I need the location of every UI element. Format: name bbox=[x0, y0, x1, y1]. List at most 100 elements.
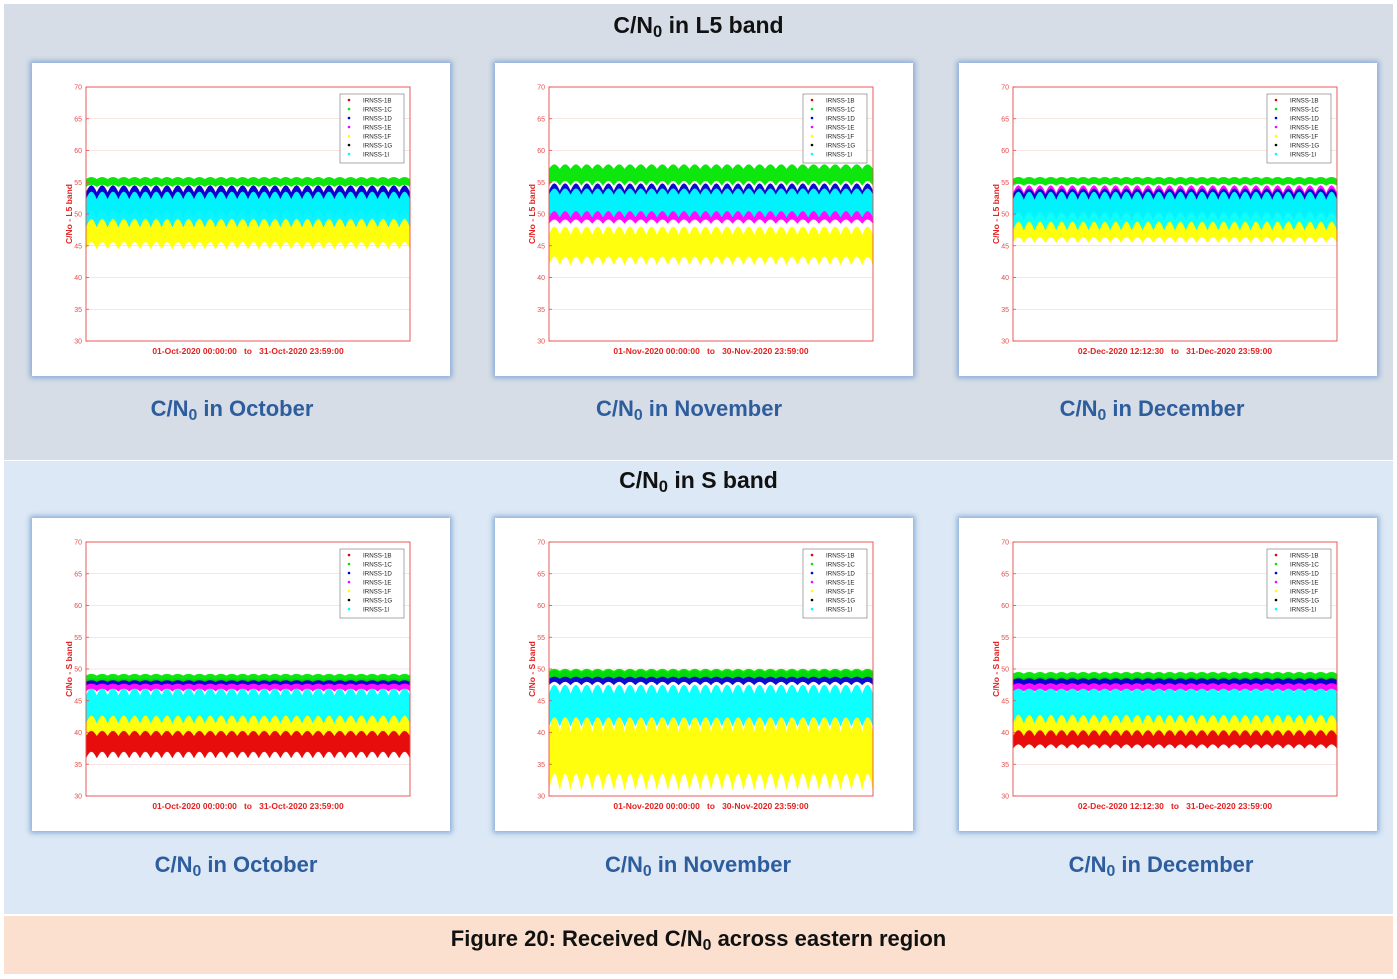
legend-marker bbox=[1274, 125, 1278, 129]
x-axis-label: 02-Dec-2020 12:12:30 to 31-Dec-2020 23:5… bbox=[1078, 346, 1272, 356]
legend-marker bbox=[1274, 589, 1278, 593]
chart-panel-l5-november: 30 35 40 45 50 55 60 65 70 C/No - L5 band 01-Nov-2… bbox=[495, 63, 913, 376]
y-tick-label: 45 bbox=[74, 698, 82, 705]
legend-marker bbox=[810, 107, 814, 111]
y-tick-label: 60 bbox=[74, 603, 82, 610]
chart-svg: 30 35 40 45 50 55 60 65 70 C/No - L5 band 01-Oct-2… bbox=[64, 85, 411, 356]
y-tick-label: 50 bbox=[1001, 667, 1009, 674]
legend-entry: IRNSS-1C bbox=[363, 107, 392, 114]
y-tick-label: 30 bbox=[74, 339, 82, 346]
figure-caption-band: Figure 20: Received C/N0 across eastern … bbox=[4, 916, 1393, 974]
legend-entry: IRNSS-1G bbox=[363, 143, 392, 150]
legend-entry: IRNSS-1C bbox=[826, 562, 855, 569]
legend-marker bbox=[347, 98, 351, 102]
legend-entry: IRNSS-1I bbox=[826, 607, 852, 614]
legend-entry: IRNSS-1F bbox=[363, 589, 391, 596]
y-tick-label: 60 bbox=[537, 148, 545, 155]
legend-marker bbox=[1274, 107, 1278, 111]
legend-entry: IRNSS-1B bbox=[1290, 553, 1319, 560]
legend-entry: IRNSS-1I bbox=[1290, 152, 1316, 159]
y-tick-label: 70 bbox=[537, 85, 545, 92]
legend-entry: IRNSS-1C bbox=[826, 107, 855, 114]
y-tick-label: 65 bbox=[74, 116, 82, 123]
y-tick-label: 35 bbox=[74, 762, 82, 769]
legend-entry: IRNSS-1F bbox=[363, 134, 391, 141]
y-tick-label: 70 bbox=[1001, 540, 1009, 547]
legend-entry: IRNSS-1E bbox=[1290, 125, 1319, 132]
legend-entry: IRNSS-1B bbox=[826, 553, 855, 560]
legend-marker bbox=[347, 143, 351, 147]
legend-marker bbox=[810, 571, 814, 575]
chart-panel-l5-october: 30 35 40 45 50 55 60 65 70 C/No - L5 band 01-Oct-2… bbox=[32, 63, 450, 376]
legend-marker bbox=[347, 580, 351, 584]
legend-marker bbox=[1274, 553, 1278, 557]
legend-entry: IRNSS-1G bbox=[826, 143, 855, 150]
legend-entry: IRNSS-1G bbox=[1290, 143, 1319, 150]
y-tick-label: 65 bbox=[1001, 571, 1009, 578]
legend: IRNSS-1B IRNSS-1C IRNSS-1D IRNSS-1E IRNSS-1F… bbox=[1266, 548, 1332, 619]
legend-marker bbox=[347, 107, 351, 111]
chart-panel-s-december: 30 35 40 45 50 55 60 65 70 C/No - S band 02-Dec-20… bbox=[959, 518, 1377, 831]
legend-marker bbox=[1274, 598, 1278, 602]
legend-marker bbox=[810, 553, 814, 557]
legend-marker bbox=[810, 607, 814, 611]
legend-marker bbox=[810, 562, 814, 566]
y-tick-label: 65 bbox=[537, 116, 545, 123]
legend-entry: IRNSS-1D bbox=[826, 571, 855, 578]
legend-marker bbox=[1274, 98, 1278, 102]
y-tick-label: 35 bbox=[1001, 762, 1009, 769]
legend-entry: IRNSS-1I bbox=[826, 152, 852, 159]
y-tick-label: 40 bbox=[537, 730, 545, 737]
y-tick-label: 50 bbox=[74, 212, 82, 219]
legend-marker bbox=[1274, 134, 1278, 138]
y-tick-label: 60 bbox=[74, 148, 82, 155]
legend-marker bbox=[810, 598, 814, 602]
legend-entry: IRNSS-1E bbox=[1290, 580, 1319, 587]
chart-svg: 30 35 40 45 50 55 60 65 70 C/No - S band 02-Dec-20… bbox=[991, 540, 1338, 811]
legend-marker bbox=[347, 134, 351, 138]
legend-entry: IRNSS-1D bbox=[1290, 116, 1319, 123]
caption-l5-october: C/N0 in October bbox=[150, 396, 314, 424]
y-axis-label: C/No - S band bbox=[64, 641, 74, 697]
y-tick-label: 30 bbox=[537, 794, 545, 801]
y-axis-label: C/No - S band bbox=[991, 641, 1001, 697]
legend-marker bbox=[347, 553, 351, 557]
y-tick-label: 55 bbox=[1001, 635, 1009, 642]
y-axis-label: C/No - S band bbox=[527, 641, 537, 697]
caption-l5-november: C/N0 in November bbox=[595, 396, 783, 424]
chart-svg: 30 35 40 45 50 55 60 65 70 C/No - L5 band 01-Nov-2… bbox=[527, 85, 874, 356]
legend-entry: IRNSS-1G bbox=[826, 598, 855, 605]
legend-marker bbox=[1274, 562, 1278, 566]
y-tick-label: 70 bbox=[1001, 85, 1009, 92]
legend-entry: IRNSS-1F bbox=[826, 589, 854, 596]
legend-entry: IRNSS-1F bbox=[826, 134, 854, 141]
legend-marker bbox=[347, 589, 351, 593]
legend: IRNSS-1B IRNSS-1C IRNSS-1D IRNSS-1E IRNSS-1F… bbox=[802, 548, 868, 619]
legend-entry: IRNSS-1F bbox=[1290, 589, 1318, 596]
y-tick-label: 55 bbox=[537, 180, 545, 187]
legend-marker bbox=[1274, 152, 1278, 156]
legend-entry: IRNSS-1D bbox=[826, 116, 855, 123]
legend-entry: IRNSS-1G bbox=[363, 598, 392, 605]
legend-entry: IRNSS-1E bbox=[826, 125, 855, 132]
legend-entry: IRNSS-1C bbox=[1290, 107, 1319, 114]
legend-marker bbox=[1274, 116, 1278, 120]
y-axis-label: C/No - L5 band bbox=[527, 184, 537, 244]
legend-entry: IRNSS-1I bbox=[363, 607, 389, 614]
legend-marker bbox=[1274, 571, 1278, 575]
y-tick-label: 70 bbox=[74, 85, 82, 92]
legend-entry: IRNSS-1E bbox=[826, 580, 855, 587]
x-axis-label: 01-Nov-2020 00:00:00 to 30-Nov-2020 23:5… bbox=[613, 801, 808, 811]
y-tick-label: 50 bbox=[537, 212, 545, 219]
legend-marker bbox=[810, 580, 814, 584]
y-tick-label: 45 bbox=[537, 698, 545, 705]
legend-marker bbox=[810, 143, 814, 147]
legend-marker bbox=[810, 116, 814, 120]
legend-entry: IRNSS-1E bbox=[363, 580, 392, 587]
y-tick-label: 55 bbox=[74, 180, 82, 187]
x-axis-label: 01-Nov-2020 00:00:00 to 30-Nov-2020 23:5… bbox=[613, 346, 808, 356]
legend-marker bbox=[810, 98, 814, 102]
legend-marker bbox=[347, 607, 351, 611]
y-tick-label: 50 bbox=[537, 667, 545, 674]
legend-entry: IRNSS-1B bbox=[363, 553, 392, 560]
